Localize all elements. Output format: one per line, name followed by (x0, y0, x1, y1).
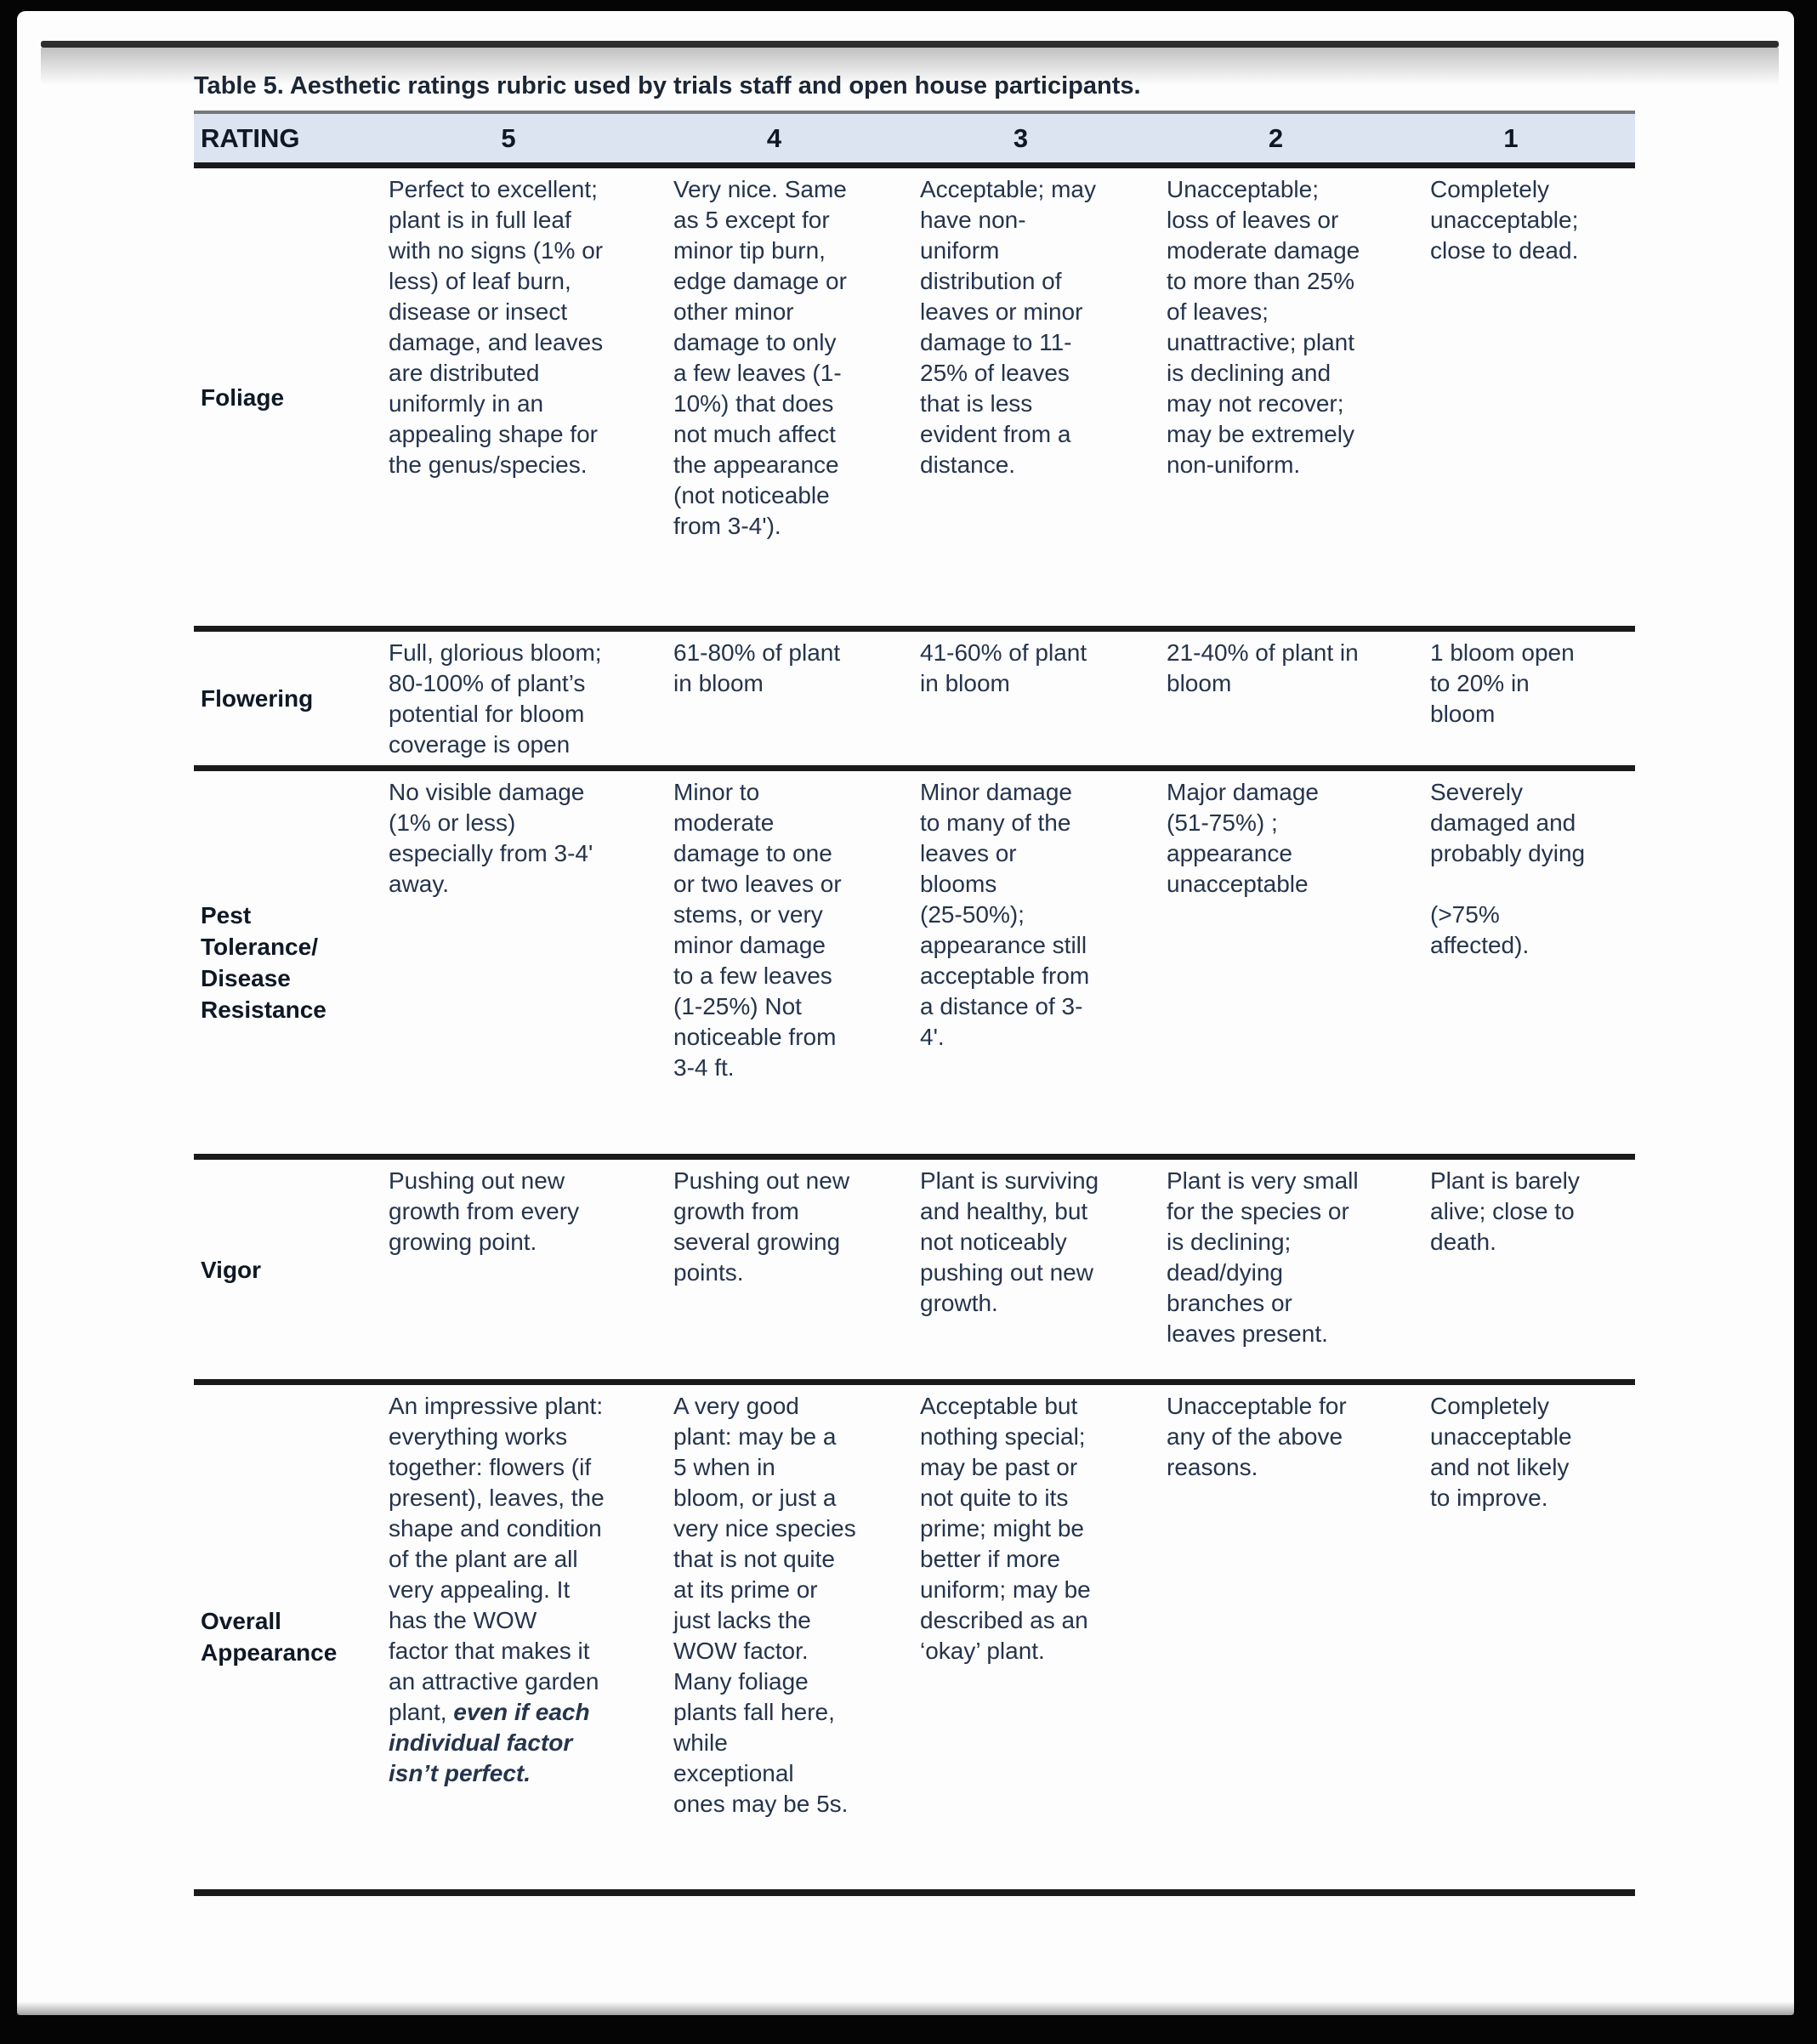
row-label-vigor: Vigor (201, 1256, 262, 1283)
table-caption-number: Table 5. (194, 72, 284, 99)
cell-foliage-1: Completely unacceptable; close to dead. (1430, 176, 1579, 264)
table-row-overall-appearance: Overall Appearance An impressive plant: … (194, 1383, 1635, 1893)
row-label-overall-appearance: Overall Appearance (201, 1608, 338, 1666)
row-label-foliage: Foliage (201, 383, 285, 411)
row-label-flowering: Flowering (201, 685, 314, 712)
cell-foliage-2: Unacceptable; loss of leaves or moderate… (1167, 176, 1360, 478)
score-header-5: 5 (387, 111, 672, 168)
page-top-rule (41, 41, 1779, 48)
cell-vigor-1: Plant is barely alive; close to death. (1430, 1167, 1580, 1255)
row-label-pest-tolerance: Pest Tolerance/ Disease Resistance (201, 902, 326, 1023)
header-row: RATING 5 4 3 2 1 (194, 111, 1635, 168)
score-header-4: 4 (672, 111, 918, 168)
score-header-2: 2 (1165, 111, 1428, 168)
cell-foliage-3: Acceptable; may have non- uniform distri… (920, 176, 1096, 478)
cell-vigor-2: Plant is very small for the species or i… (1167, 1167, 1359, 1347)
table-row-vigor: Vigor Pushing out new growth from every … (194, 1157, 1635, 1383)
cell-pest-5: No visible damage (1% or less) especiall… (389, 779, 593, 897)
aesthetic-ratings-rubric-table: RATING 5 4 3 2 1 Foliage Perfect to exce… (194, 111, 1635, 1896)
table-caption-text: Aesthetic ratings rubric used by trials … (283, 72, 1141, 99)
cell-pest-2: Major damage (51-75%) ; appearance unacc… (1167, 779, 1319, 897)
table-row-foliage: Foliage Perfect to excellent; plant is i… (194, 166, 1635, 629)
cell-flowering-5: Full, glorious bloom; 80-100% of plant’s… (389, 639, 602, 758)
cell-overall-5: An impressive plant: everything works to… (387, 1383, 672, 1893)
cell-overall-5-main: An impressive plant: everything works to… (389, 1393, 605, 1725)
table-caption: Table 5. Aesthetic ratings rubric used b… (194, 72, 1141, 100)
cell-pest-1: Severely damaged and probably dying (>75… (1430, 779, 1586, 958)
cell-overall-5-italic: even if each individual factor isn’t per… (389, 1699, 590, 1786)
cell-foliage-5: Perfect to excellent; plant is in full l… (389, 176, 604, 478)
cell-overall-4: A very good plant: may be a 5 when in bl… (673, 1393, 856, 1817)
score-header-1: 1 (1428, 111, 1635, 168)
table-row-pest-tolerance: Pest Tolerance/ Disease Resistance No vi… (194, 769, 1635, 1157)
table-row-flowering: Flowering Full, glorious bloom; 80-100% … (194, 629, 1635, 769)
document-page: Table 5. Aesthetic ratings rubric used b… (17, 11, 1794, 2015)
cell-flowering-4: 61-80% of plant in bloom (673, 639, 841, 696)
cell-flowering-1: 1 bloom open to 20% in bloom (1430, 639, 1575, 727)
page-top-rule-shadow (41, 48, 1779, 85)
cell-flowering-3: 41-60% of plant in bloom (920, 639, 1087, 696)
cell-pest-4: Minor to moderate damage to one or two l… (673, 779, 842, 1081)
cell-vigor-5: Pushing out new growth from every growin… (389, 1167, 580, 1255)
cell-foliage-4: Very nice. Same as 5 except for minor ti… (673, 176, 847, 539)
cell-overall-3: Acceptable but nothing special; may be p… (920, 1393, 1091, 1664)
score-header-3: 3 (918, 111, 1165, 168)
cell-vigor-4: Pushing out new growth from several grow… (673, 1167, 850, 1286)
cell-pest-3: Minor damage to many of the leaves or bl… (920, 779, 1090, 1050)
cell-flowering-2: 21-40% of plant in bloom (1167, 639, 1359, 696)
cell-overall-1: Completely unacceptable and not likely t… (1430, 1393, 1572, 1511)
rating-header: RATING (194, 111, 387, 168)
cell-overall-2: Unacceptable for any of the above reason… (1167, 1393, 1347, 1480)
cell-vigor-3: Plant is surviving and healthy, but not … (920, 1167, 1099, 1316)
